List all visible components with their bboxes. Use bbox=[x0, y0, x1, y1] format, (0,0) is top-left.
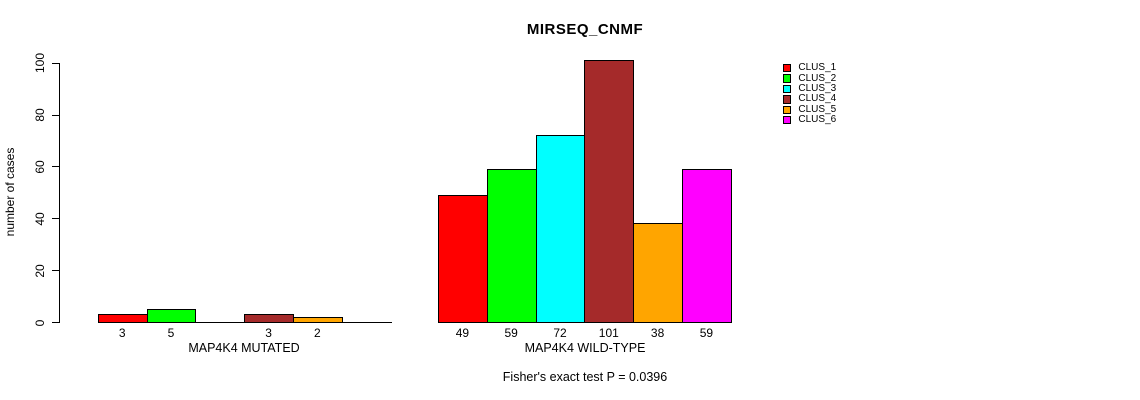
legend-item: CLUS_6 bbox=[783, 115, 836, 125]
y-tick bbox=[51, 218, 59, 220]
bar-value-label: 3 bbox=[265, 326, 272, 340]
bar-clus_1-group2 bbox=[438, 194, 488, 323]
legend-label: CLUS_1 bbox=[798, 62, 837, 74]
bar-clus_4-group1 bbox=[244, 314, 294, 323]
y-axis-line bbox=[58, 62, 60, 323]
bar-clus_5-group2 bbox=[633, 223, 683, 323]
legend-label: CLUS_5 bbox=[798, 103, 837, 115]
legend-item: CLUS_1 bbox=[783, 63, 836, 73]
bar-value-label: 5 bbox=[167, 326, 175, 340]
legend-swatch-clus_1 bbox=[783, 64, 792, 73]
legend-item: CLUS_4 bbox=[783, 94, 836, 104]
bar-clus_1-group1 bbox=[97, 314, 148, 323]
bar-value-label: 2 bbox=[314, 326, 321, 340]
y-tick bbox=[51, 166, 59, 168]
y-tick-label: 40 bbox=[33, 212, 47, 226]
legend-label: CLUS_2 bbox=[798, 72, 837, 84]
legend-label: CLUS_4 bbox=[798, 93, 837, 105]
bar-value-label: 59 bbox=[699, 326, 714, 340]
x-group-label-wildtype: MAP4K4 WILD-TYPE bbox=[524, 341, 646, 355]
x-group-label-mutated: MAP4K4 MUTATED bbox=[188, 341, 300, 355]
legend-item: CLUS_5 bbox=[783, 103, 837, 115]
bar-clus_2-group1 bbox=[146, 309, 197, 323]
legend-item: CLUS_3 bbox=[783, 82, 837, 94]
legend-label: CLUS_6 bbox=[798, 114, 837, 126]
y-tick-label: 60 bbox=[33, 160, 47, 174]
legend-swatch-clus_5 bbox=[783, 105, 792, 114]
chart-title: MIRSEQ_CNMF bbox=[526, 21, 644, 38]
legend: CLUS_1 CLUS_2 CLUS_3 CLUS_4 CLUS_5 CLUS_6 bbox=[783, 63, 836, 125]
bar-value-label: 3 bbox=[118, 326, 126, 340]
y-tick-label: 0 bbox=[33, 319, 47, 326]
legend-swatch-clus_3 bbox=[783, 84, 792, 94]
legend-swatch-clus_2 bbox=[783, 74, 792, 83]
y-tick-label: 20 bbox=[33, 263, 47, 278]
y-tick bbox=[51, 114, 59, 116]
legend-swatch-clus_6 bbox=[783, 115, 792, 125]
legend-item: CLUS_2 bbox=[783, 73, 836, 83]
bar-clus_2-group2 bbox=[486, 169, 537, 323]
bar-value-label: 101 bbox=[598, 326, 619, 340]
bar-clus_4-group2 bbox=[584, 60, 635, 323]
bar-clus_6-group2 bbox=[682, 169, 732, 323]
y-tick bbox=[51, 322, 59, 323]
legend-swatch-clus_4 bbox=[783, 95, 792, 104]
y-tick bbox=[51, 62, 59, 64]
y-tick bbox=[51, 270, 59, 272]
bar-value-label: 59 bbox=[504, 326, 518, 340]
legend-label: CLUS_3 bbox=[798, 82, 837, 94]
bar-value-label: 38 bbox=[650, 326, 665, 340]
y-tick-label: 100 bbox=[33, 53, 47, 74]
bar-value-label: 72 bbox=[553, 326, 567, 340]
bar-clus_3-group2 bbox=[535, 135, 586, 323]
bar-clus_5-group1 bbox=[293, 316, 343, 323]
y-tick-label: 80 bbox=[33, 108, 47, 122]
fisher-test-annotation: Fisher's exact test P = 0.0396 bbox=[502, 370, 668, 384]
bar-value-label: 49 bbox=[455, 326, 470, 340]
